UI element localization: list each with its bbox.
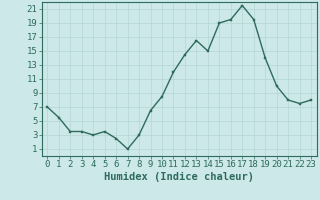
X-axis label: Humidex (Indice chaleur): Humidex (Indice chaleur) — [104, 172, 254, 182]
